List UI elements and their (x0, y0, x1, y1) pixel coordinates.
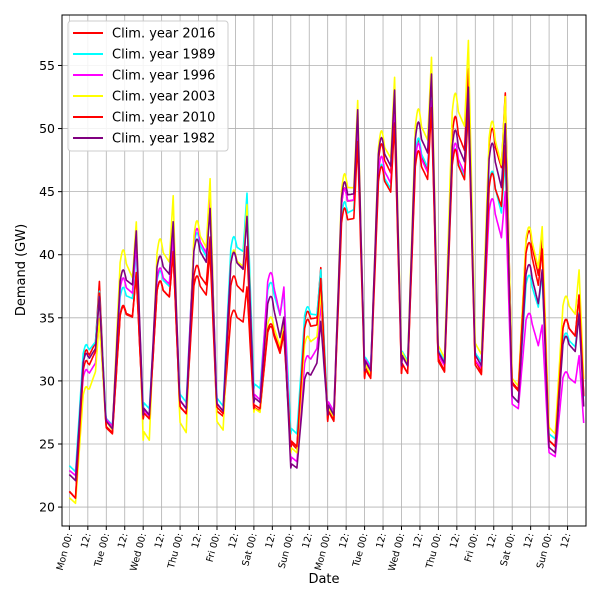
legend: Clim. year 2016 Clim. year 1989 Clim. year… (67, 20, 229, 152)
x-tick-label: Wed 00: (387, 532, 408, 573)
x-tick-label: Mon 00: (313, 532, 334, 572)
y-tick-label: 30 (39, 373, 55, 388)
legend-label: Clim. year 2016 (112, 27, 215, 42)
x-axis-ticks: Mon 00: 12:Tue 00: 12:Wed 00: 12:Thu 00: 12:… (55, 526, 574, 573)
legend-items: Clim. year 2016 Clim. year 1989 Clim. year… (73, 27, 215, 147)
plot-area-frame (61, 14, 587, 527)
x-tick-label: 12: (522, 532, 537, 550)
x-tick-label: Sun 00: (535, 532, 555, 570)
x-tick-label: 12: (264, 532, 279, 550)
x-tick-label: 12: (301, 532, 316, 550)
y-tick-label: 50 (39, 121, 55, 136)
x-tick-label: 12: (337, 532, 352, 550)
x-tick-label: Sun 00: (277, 532, 297, 570)
y-tick-label: 40 (39, 247, 55, 262)
x-tick-label: 12: (79, 532, 94, 550)
x-tick-label: Tue 00: (351, 532, 371, 569)
x-tick-label: 12: (448, 532, 463, 550)
y-tick-label: 20 (39, 500, 55, 515)
x-tick-label: 12: (227, 532, 242, 550)
y-tick-label: 45 (39, 184, 55, 199)
x-tick-label: 12: (374, 532, 389, 550)
x-tick-label: Fri 00: (463, 532, 481, 563)
x-tick-label: Mon 00: (55, 532, 76, 572)
legend-box (67, 20, 229, 152)
x-tick-label: Fri 00: (205, 532, 223, 563)
legend-label: Clim. year 2010 (112, 111, 215, 126)
x-tick-label: Thu 00: (166, 532, 186, 571)
series-lines (68, 39, 585, 505)
y-tick-label: 55 (39, 58, 55, 73)
x-tick-label: Thu 00: (424, 532, 444, 571)
series-line-6 (68, 73, 585, 482)
y-axis-title: Demand (GW) (14, 224, 29, 316)
legend-label: Clim. year 1996 (112, 69, 215, 84)
y-tick-label: 25 (39, 436, 55, 451)
legend-label: Clim. year 2003 (112, 90, 215, 105)
x-tick-label: 12: (116, 532, 131, 550)
x-tick-label: 12: (559, 532, 574, 550)
x-tick-label: Wed 00: (128, 532, 149, 573)
x-axis-title: Date (308, 572, 339, 587)
x-tick-label: Sat 00: (240, 532, 259, 568)
x-tick-label: 12: (190, 532, 205, 550)
x-tick-label: 12: (485, 532, 500, 550)
x-tick-label: Sat 00: (499, 532, 518, 568)
x-tick-label: Tue 00: (92, 532, 112, 569)
y-axis-ticks: 20 25 30 35 40 45 50 55 (39, 58, 62, 515)
y-tick-label: 35 (39, 310, 55, 325)
legend-label: Clim. year 1989 (112, 48, 215, 63)
legend-label: Clim. year 1982 (112, 132, 215, 147)
x-tick-label: 12: (153, 532, 168, 550)
x-tick-label: 12: (411, 532, 426, 550)
